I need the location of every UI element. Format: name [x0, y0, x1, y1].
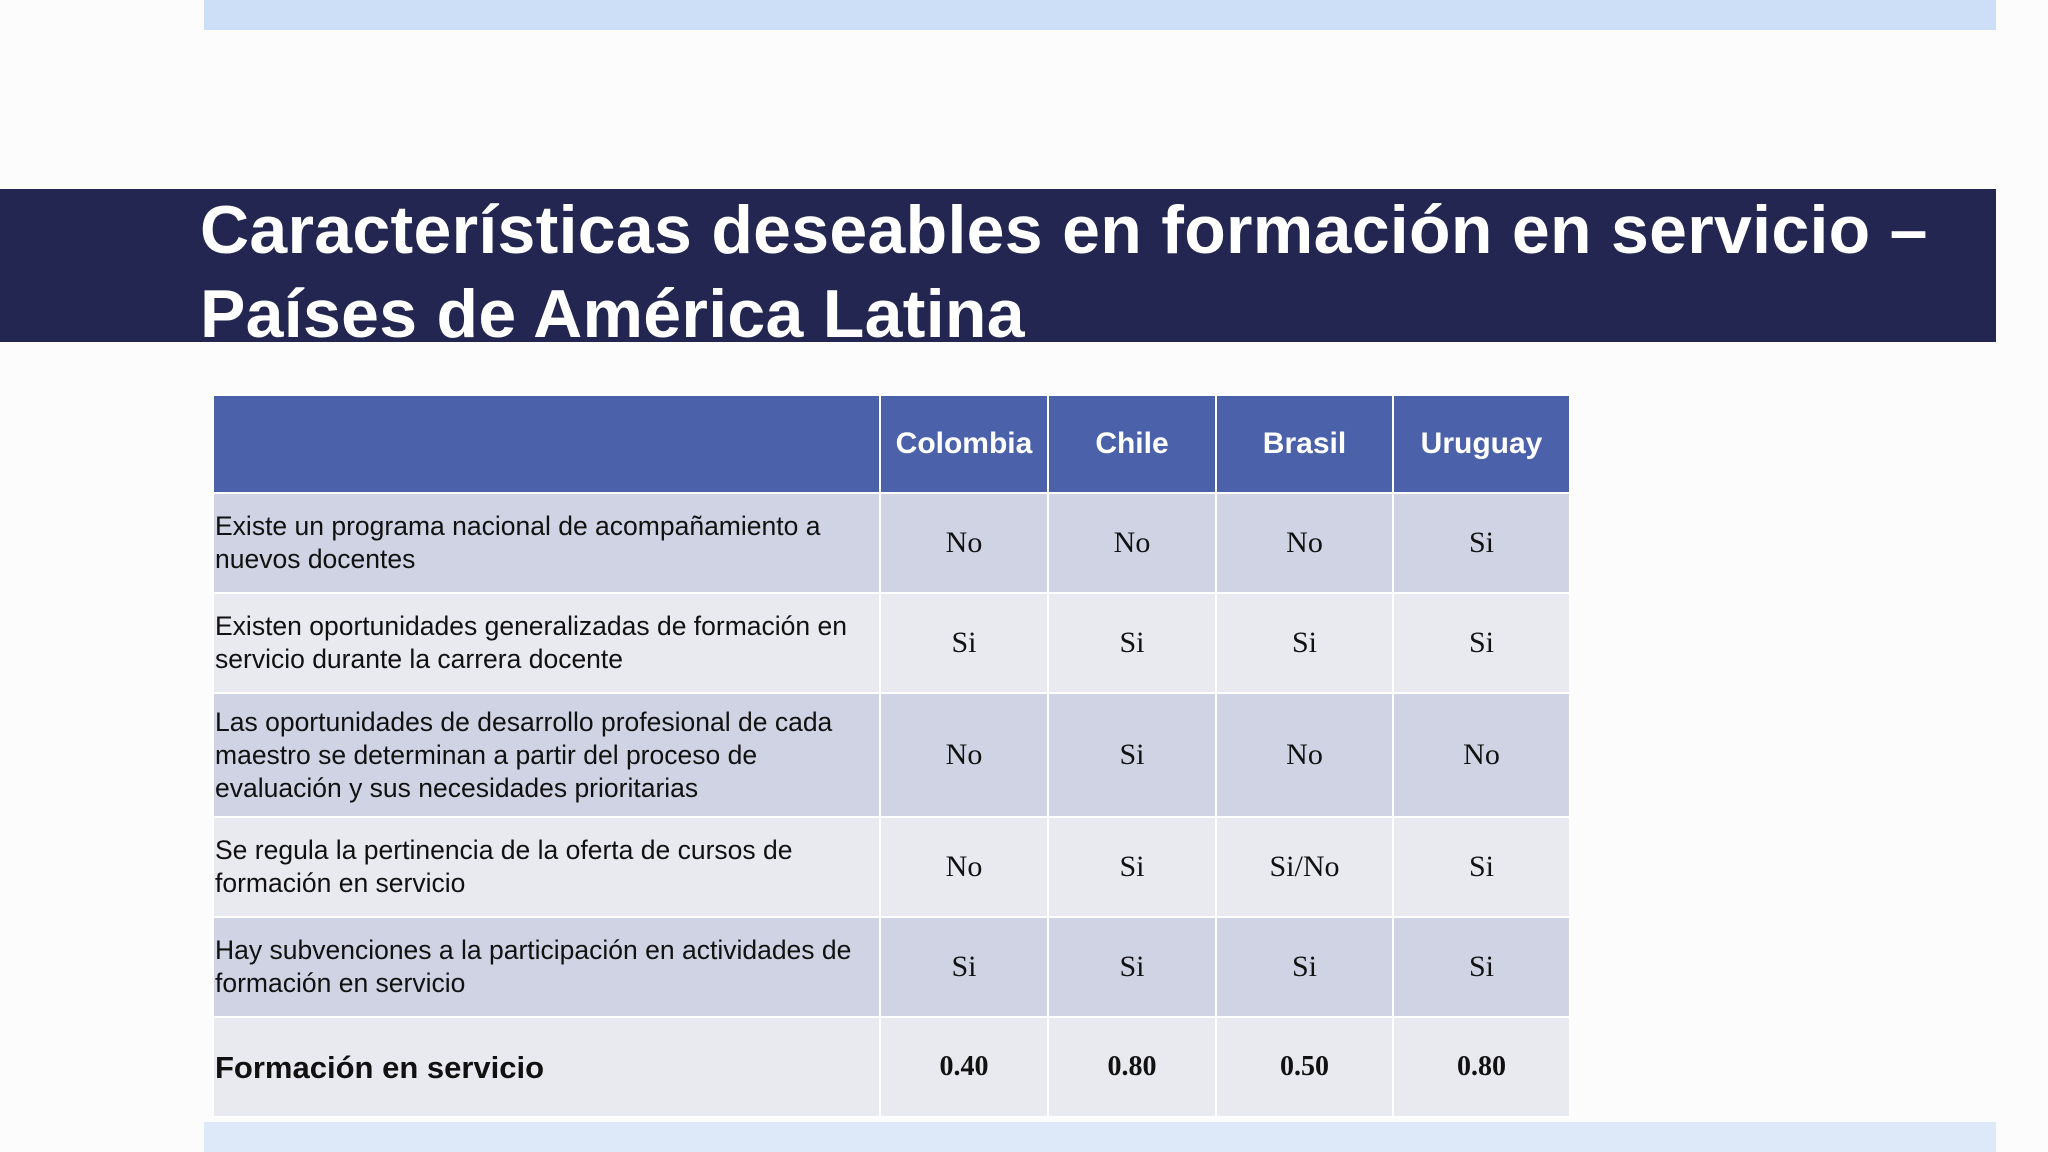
column-header-uruguay: Uruguay — [1392, 394, 1571, 494]
slide-title: Características deseables en formación e… — [200, 188, 1990, 356]
column-header-brasil: Brasil — [1215, 394, 1394, 494]
cell-colombia: No — [879, 692, 1049, 818]
cell-uruguay: Si — [1392, 492, 1571, 594]
table-row: Hay subvenciones a la participación en a… — [212, 916, 1571, 1018]
cell-chile: Si — [1047, 916, 1217, 1018]
cell-brasil: Si — [1215, 916, 1394, 1018]
top-accent-strip — [204, 0, 1996, 30]
title-band — [0, 189, 1996, 342]
table-row: Existe un programa nacional de acompañam… — [212, 492, 1571, 594]
cell-uruguay: Si — [1392, 592, 1571, 694]
total-colombia: 0.40 — [879, 1016, 1049, 1118]
cell-uruguay: Si — [1392, 816, 1571, 918]
cell-brasil: Si/No — [1215, 816, 1394, 918]
table-row: Las oportunidades de desarrollo profesio… — [212, 692, 1571, 818]
cell-colombia: No — [879, 492, 1049, 594]
total-row-label: Formación en servicio — [212, 1016, 881, 1118]
cell-chile: Si — [1047, 692, 1217, 818]
column-header-chile: Chile — [1047, 394, 1217, 494]
cell-colombia: No — [879, 816, 1049, 918]
row-label: Existe un programa nacional de acompañam… — [212, 492, 881, 594]
cell-chile: Si — [1047, 816, 1217, 918]
cell-chile: Si — [1047, 592, 1217, 694]
row-label: Se regula la pertinencia de la oferta de… — [212, 816, 881, 918]
total-row: Formación en servicio 0.40 0.80 0.50 0.8… — [212, 1016, 1571, 1118]
slide-title-line-1: Características deseables en formación e… — [200, 192, 1928, 268]
cell-colombia: Si — [879, 592, 1049, 694]
table-header-row: Colombia Chile Brasil Uruguay — [212, 394, 1571, 494]
row-label: Las oportunidades de desarrollo profesio… — [212, 692, 881, 818]
table-row: Se regula la pertinencia de la oferta de… — [212, 816, 1571, 918]
column-header-colombia: Colombia — [879, 394, 1049, 494]
cell-brasil: No — [1215, 692, 1394, 818]
cell-chile: No — [1047, 492, 1217, 594]
total-chile: 0.80 — [1047, 1016, 1217, 1118]
table-row: Existen oportunidades generalizadas de f… — [212, 592, 1571, 694]
cell-colombia: Si — [879, 916, 1049, 1018]
slide-title-line-2: Países de América Latina — [200, 276, 1025, 352]
cell-brasil: Si — [1215, 592, 1394, 694]
header-blank-cell — [212, 394, 881, 494]
cell-uruguay: No — [1392, 692, 1571, 818]
cell-uruguay: Si — [1392, 916, 1571, 1018]
row-label: Hay subvenciones a la participación en a… — [212, 916, 881, 1018]
comparison-table: Colombia Chile Brasil Uruguay Existe un … — [212, 394, 1571, 1118]
row-label: Existen oportunidades generalizadas de f… — [212, 592, 881, 694]
total-brasil: 0.50 — [1215, 1016, 1394, 1118]
total-uruguay: 0.80 — [1392, 1016, 1571, 1118]
cell-brasil: No — [1215, 492, 1394, 594]
bottom-accent-strip — [204, 1122, 1996, 1152]
